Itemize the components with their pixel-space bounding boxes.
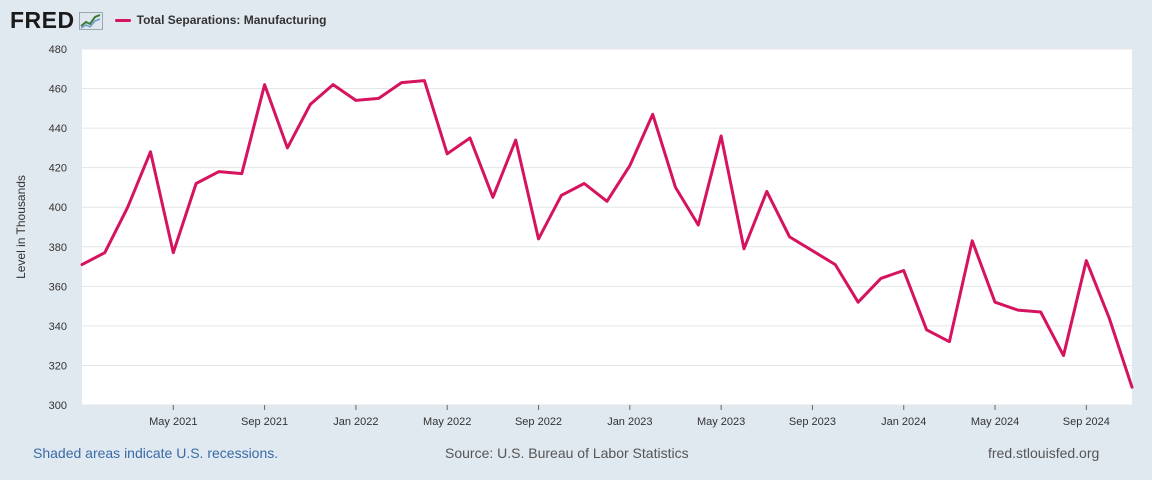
data-point: [902, 269, 905, 272]
data-point: [948, 340, 951, 343]
x-tick-label: Jan 2022: [333, 416, 378, 428]
legend[interactable]: Total Separations: Manufacturing: [114, 13, 327, 27]
data-point: [765, 190, 768, 193]
fred-chart-icon: [78, 12, 103, 30]
data-point: [217, 170, 220, 173]
source-note: Source: U.S. Bureau of Labor Statistics: [445, 445, 689, 461]
data-point: [1108, 316, 1111, 319]
data-point: [103, 251, 106, 254]
data-point: [606, 200, 609, 203]
y-tick-label: 380: [49, 242, 67, 254]
x-tick-label: May 2022: [423, 416, 471, 428]
data-point: [1131, 386, 1134, 389]
data-point: [491, 196, 494, 199]
data-point: [126, 206, 129, 209]
data-point: [81, 263, 84, 266]
x-tick-label: May 2021: [149, 416, 197, 428]
y-tick-label: 480: [49, 44, 67, 56]
data-point: [583, 182, 586, 185]
data-point: [857, 301, 860, 304]
data-point: [286, 146, 289, 149]
y-tick-label: 420: [49, 163, 67, 175]
fred-logo[interactable]: FRED: [10, 6, 75, 33]
data-point: [309, 103, 312, 106]
grid-lines: [82, 48, 1132, 406]
data-point: [628, 164, 631, 167]
y-axis-label: Level in Thousands: [14, 175, 28, 279]
data-point: [332, 83, 335, 86]
x-tick-label: Jan 2024: [881, 416, 926, 428]
data-point: [742, 247, 745, 250]
data-point: [149, 150, 152, 153]
site-link[interactable]: fred.stlouisfed.org: [988, 445, 1100, 461]
data-point: [1062, 354, 1065, 357]
data-point: [1085, 259, 1088, 262]
data-point: [354, 99, 357, 102]
y-axis-ticks: 300 320 340 360 380 400 420 440 460 480: [49, 44, 67, 412]
data-point: [377, 97, 380, 100]
data-point: [651, 113, 654, 116]
data-point: [834, 263, 837, 266]
data-point: [446, 152, 449, 155]
x-tick-label: Sep 2023: [789, 416, 836, 428]
data-point: [469, 137, 472, 140]
x-tick-label: Sep 2021: [241, 416, 288, 428]
x-tick-label: May 2023: [697, 416, 745, 428]
x-tick-label: Jan 2023: [607, 416, 652, 428]
y-tick-label: 360: [49, 281, 67, 293]
x-tick-label: Sep 2022: [515, 416, 562, 428]
data-point: [788, 235, 791, 238]
x-tick-label: Sep 2024: [1063, 416, 1110, 428]
data-point: [879, 277, 882, 280]
y-tick-label: 400: [49, 202, 67, 214]
data-point: [423, 79, 426, 82]
y-tick-label: 460: [49, 84, 67, 96]
y-tick-label: 300: [49, 400, 67, 412]
data-point: [697, 224, 700, 227]
data-point: [240, 172, 243, 175]
data-point: [1016, 309, 1019, 312]
data-point: [400, 81, 403, 84]
data-point: [674, 186, 677, 189]
plot-area: [82, 49, 1132, 405]
data-point: [1039, 311, 1042, 314]
data-point: [560, 194, 563, 197]
y-tick-label: 320: [49, 360, 67, 372]
data-point: [537, 237, 540, 240]
data-point: [994, 301, 997, 304]
data-point: [720, 135, 723, 138]
data-point: [172, 251, 175, 254]
recession-note[interactable]: Shaded areas indicate U.S. recessions.: [33, 445, 279, 461]
series-line: [80, 79, 1134, 389]
chart-header: FRED Total Separations: Manufacturing: [10, 6, 326, 34]
chart[interactable]: 300 320 340 360 380 400 420 440 460 480 May 2021 S…: [0, 0, 1152, 440]
series-layer: [80, 79, 1134, 389]
data-point: [263, 83, 266, 86]
data-point: [811, 249, 814, 252]
data-point: [925, 328, 928, 331]
data-point: [971, 239, 974, 242]
y-tick-label: 440: [49, 123, 67, 135]
legend-label: Total Separations: Manufacturing: [136, 13, 327, 27]
data-point: [514, 138, 517, 141]
data-point: [195, 182, 198, 185]
y-tick-label: 340: [49, 321, 67, 333]
legend-swatch: [114, 18, 131, 22]
x-tick-label: May 2024: [971, 416, 1019, 428]
x-axis-ticks: May 2021 Sep 2021 Jan 2022 May 2022 Sep 2022…: [149, 405, 1110, 428]
